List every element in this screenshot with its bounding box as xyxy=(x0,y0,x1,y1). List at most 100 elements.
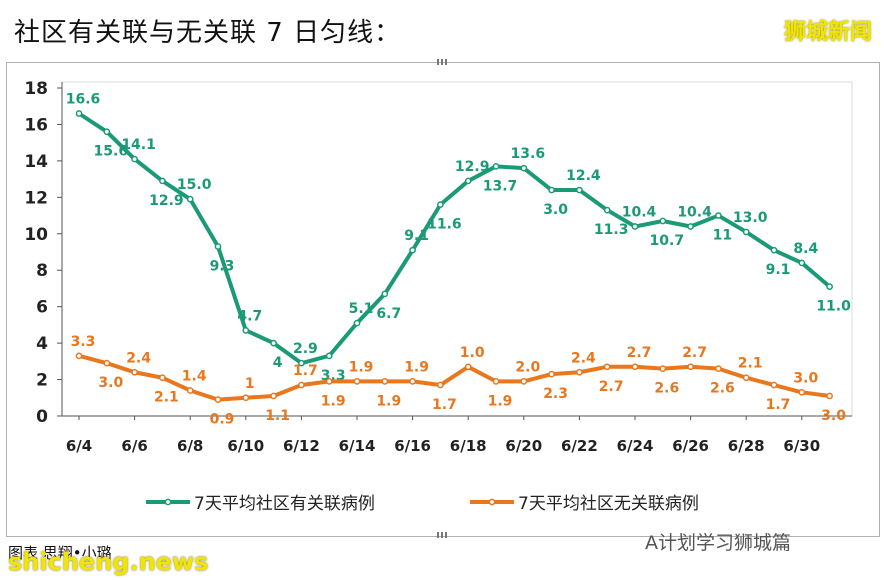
data-label: 3.0 xyxy=(821,408,846,424)
data-point xyxy=(631,363,639,371)
y-tick-label: 18 xyxy=(24,79,48,99)
data-label: 4.7 xyxy=(237,308,262,324)
data-point xyxy=(103,128,111,136)
data-point xyxy=(687,363,694,371)
data-label: 6.7 xyxy=(376,306,401,322)
data-label: 2.0 xyxy=(515,359,540,375)
y-tick-label: 8 xyxy=(36,261,48,281)
x-tick-label: 6/6 xyxy=(121,437,147,455)
data-point xyxy=(548,186,555,194)
data-point xyxy=(214,396,222,403)
data-point xyxy=(576,186,583,194)
data-label: 10.7 xyxy=(650,233,685,249)
legend-swatch-marker xyxy=(164,498,172,506)
data-point xyxy=(520,378,528,385)
data-label: 2.7 xyxy=(682,345,707,361)
data-label: 11.6 xyxy=(427,217,462,233)
data-label: 5.1 xyxy=(349,301,374,317)
data-point xyxy=(131,155,138,163)
data-label: 8.4 xyxy=(793,241,818,257)
x-tick-label: 6/30 xyxy=(783,437,820,455)
x-tick-label: 6/4 xyxy=(66,437,92,455)
series-line-1 xyxy=(77,353,832,402)
y-tick-label: 2 xyxy=(36,371,48,391)
data-label: 12.9 xyxy=(455,159,490,175)
data-label: 16.6 xyxy=(66,92,101,108)
data-point xyxy=(715,365,722,372)
data-label: 1.9 xyxy=(349,359,374,375)
y-tick-label: 16 xyxy=(24,115,48,135)
data-label: 1.9 xyxy=(404,359,429,375)
data-point xyxy=(214,243,222,250)
data-label: 1.4 xyxy=(182,368,207,384)
series-line-0 xyxy=(77,111,832,366)
resize-handle-bottom[interactable] xyxy=(437,532,447,538)
data-point xyxy=(631,223,639,230)
data-point xyxy=(798,259,806,267)
data-label: 15.6 xyxy=(94,144,129,160)
data-label: 13.6 xyxy=(511,146,546,162)
data-point xyxy=(298,381,305,389)
data-label: 3.0 xyxy=(98,375,123,391)
data-point xyxy=(159,177,166,185)
data-point xyxy=(353,319,361,327)
chart-title: 社区有关联与无关联 7 日匀线： xyxy=(14,18,402,48)
data-label: 9.1 xyxy=(404,228,429,244)
x-tick-label: 6/22 xyxy=(561,437,598,455)
data-label: 2.1 xyxy=(154,390,179,406)
data-point xyxy=(770,381,778,389)
data-point xyxy=(742,374,750,382)
data-label: 11.3 xyxy=(594,222,629,238)
data-label: 11.0 xyxy=(816,299,851,315)
footer-watermark: shicheng.news xyxy=(8,548,209,576)
data-point xyxy=(826,283,833,290)
data-label: 2.6 xyxy=(654,381,679,397)
y-tick-label: 0 xyxy=(36,407,48,427)
x-tick-label: 6/18 xyxy=(450,437,487,455)
data-label: 1.9 xyxy=(488,393,513,409)
data-label: 2.7 xyxy=(627,345,652,361)
resize-handle-top[interactable] xyxy=(437,59,447,65)
x-tick-label: 6/8 xyxy=(177,437,203,455)
data-point xyxy=(659,217,667,225)
data-point xyxy=(492,163,500,170)
brand-logo: 狮城新闻 xyxy=(783,20,872,45)
data-point xyxy=(798,388,806,396)
data-point xyxy=(325,378,333,385)
data-point xyxy=(687,223,694,230)
data-point xyxy=(186,387,194,394)
data-label: 3.0 xyxy=(543,202,568,218)
data-point xyxy=(75,352,83,360)
data-label: 1.9 xyxy=(376,393,401,409)
data-label: 1.7 xyxy=(766,397,791,413)
y-tick-label: 4 xyxy=(36,334,48,354)
plot-area xyxy=(61,81,853,417)
data-point xyxy=(409,246,416,254)
y-tick-label: 14 xyxy=(24,152,48,172)
data-label: 13.0 xyxy=(733,210,768,226)
legend-label: 7天平均社区无关联病例 xyxy=(518,494,699,514)
data-label: 2.9 xyxy=(293,341,318,357)
data-point xyxy=(131,368,138,376)
data-label: 9.1 xyxy=(766,262,791,278)
x-tick-label: 6/20 xyxy=(505,437,542,455)
data-label: 2.4 xyxy=(126,350,151,366)
x-tick-label: 6/10 xyxy=(227,437,264,455)
x-tick-label: 6/28 xyxy=(728,437,765,455)
x-tick-label: 6/12 xyxy=(283,437,320,455)
data-point xyxy=(159,374,166,382)
wechat-account-label: A计划学习狮城篇 xyxy=(645,532,791,554)
data-point xyxy=(270,392,277,400)
x-tick-label: 6/24 xyxy=(617,437,654,455)
data-label: 2.1 xyxy=(738,356,763,372)
data-point xyxy=(742,228,750,236)
data-label: 2.4 xyxy=(571,350,596,366)
data-point xyxy=(353,378,361,385)
data-label: 12.4 xyxy=(566,168,601,184)
data-label: 0.9 xyxy=(210,412,235,428)
data-label: 10.4 xyxy=(677,204,712,220)
data-label: 1.7 xyxy=(432,397,457,413)
data-point xyxy=(381,378,389,385)
x-tick-label: 6/16 xyxy=(394,437,431,455)
